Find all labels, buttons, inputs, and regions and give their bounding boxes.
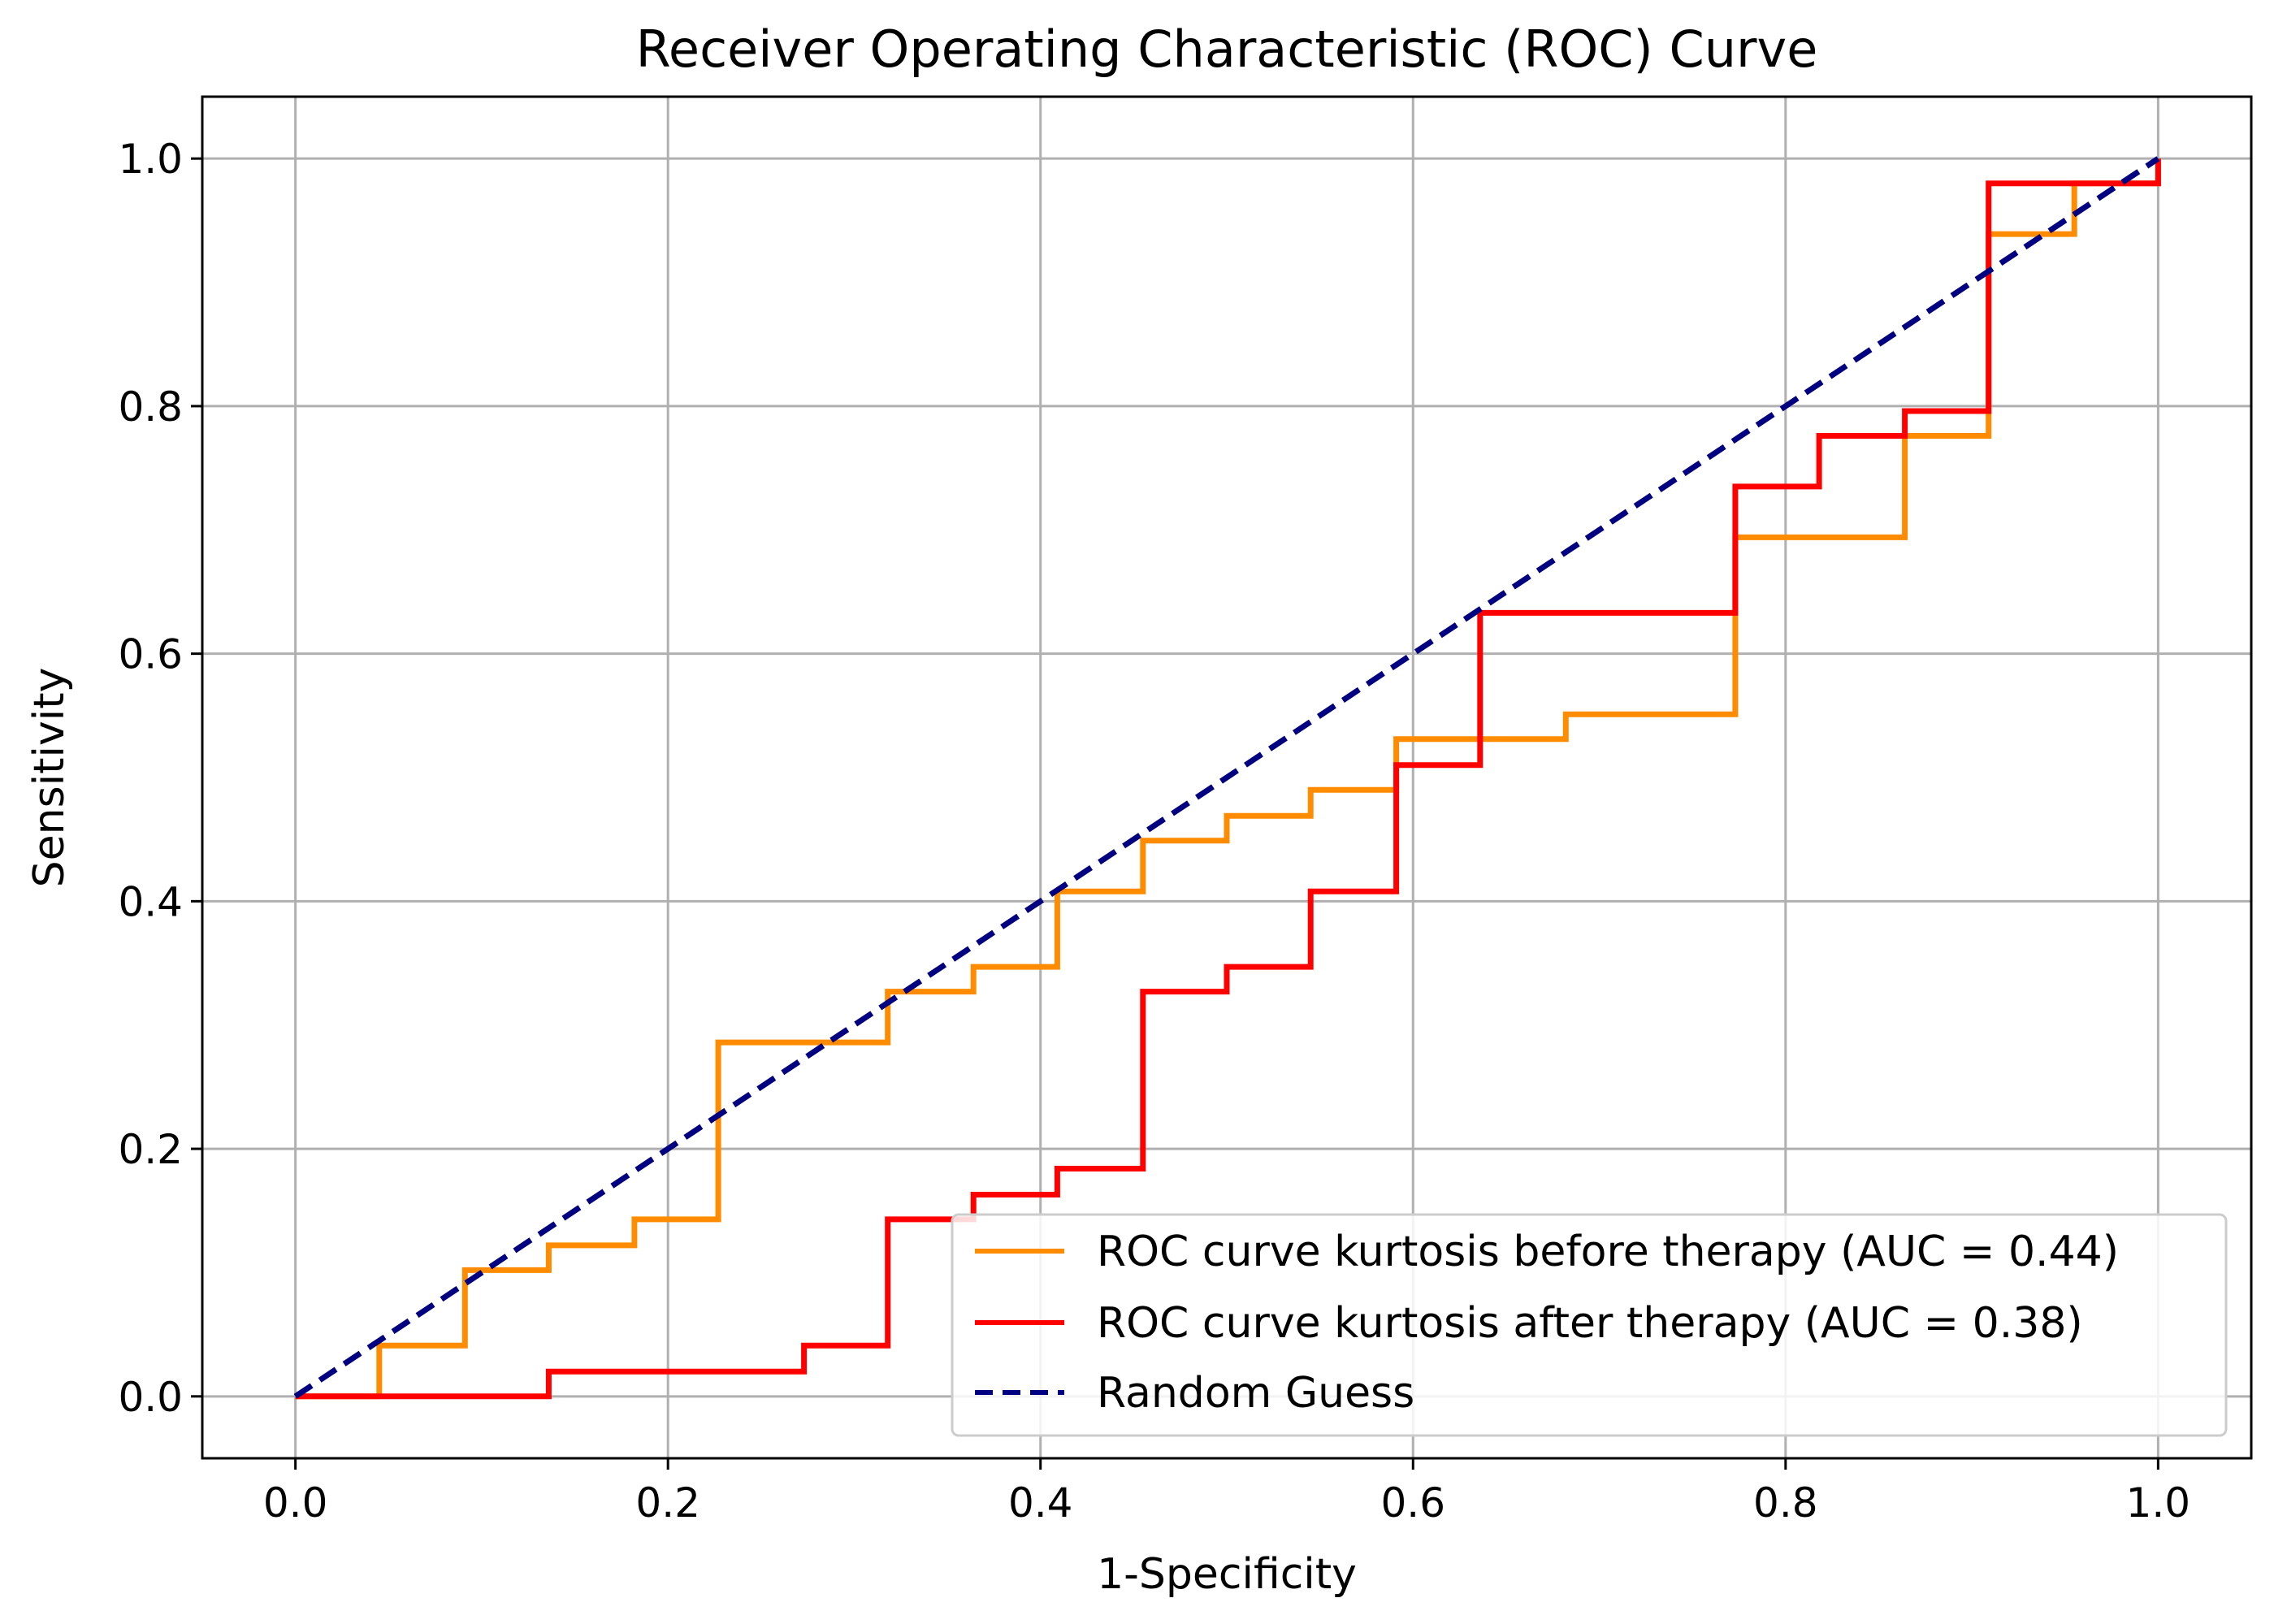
plot-frame [201,95,2253,1460]
series-line-1 [295,158,2161,1400]
x-tick-label: 0.2 [635,1479,700,1527]
axis-ticks: 0.0 0.2 0.4 0.6 0.8 1.0 0.0 0.2 0.4 0.6 0.8 1.0 [118,136,2190,1527]
x-tick-label: 0.6 [1381,1479,1446,1527]
y-axis-label: Sensitivity [25,668,74,888]
x-tick-label: 0.8 [1753,1479,1818,1527]
y-tick-label: 0.4 [118,878,183,925]
y-tick-label: 0.8 [118,383,183,431]
y-tick-label: 0.2 [118,1126,183,1173]
series-lines [293,156,2161,1400]
x-tick-label: 0.0 [263,1479,328,1527]
series-line-2 [293,156,2160,1399]
legend: ROC curve kurtosis before therapy (AUC =… [951,1213,2228,1437]
y-tick-label: 0.6 [118,631,183,678]
x-tick-label: 0.4 [1008,1479,1073,1527]
legend-label-before: ROC curve kurtosis before therapy (AUC =… [1097,1228,2119,1276]
y-tick-label: 1.0 [118,136,183,183]
legend-label-random: Random Guess [1097,1369,1414,1418]
legend-box [951,1213,2228,1437]
x-tick-label: 1.0 [2126,1479,2191,1527]
legend-label-after: ROC curve kurtosis after therapy (AUC = … [1097,1299,2083,1348]
chart-title: Receiver Operating Characteristic (ROC) … [636,19,1818,79]
y-tick-label: 0.0 [118,1374,183,1421]
x-axis-label: 1-Specificity [1097,1550,1357,1599]
